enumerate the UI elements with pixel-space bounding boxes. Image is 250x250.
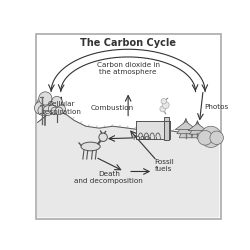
FancyBboxPatch shape — [36, 34, 220, 219]
Text: The Carbon Cycle: The Carbon Cycle — [80, 38, 176, 48]
Circle shape — [51, 107, 59, 115]
Polygon shape — [175, 122, 197, 130]
Circle shape — [48, 104, 59, 114]
Circle shape — [43, 102, 56, 114]
Bar — [164, 116, 168, 140]
Circle shape — [52, 96, 62, 107]
Text: Fossil
fuels: Fossil fuels — [154, 159, 174, 172]
Polygon shape — [38, 111, 218, 217]
Text: Death
and decomposition: Death and decomposition — [74, 170, 143, 184]
Circle shape — [99, 133, 107, 141]
Circle shape — [210, 131, 224, 144]
Polygon shape — [188, 123, 207, 130]
Text: Photos: Photos — [204, 104, 229, 110]
Circle shape — [160, 106, 166, 112]
Bar — [136, 122, 170, 139]
Circle shape — [39, 92, 52, 105]
Text: Cellular
respiration: Cellular respiration — [42, 101, 81, 115]
Circle shape — [38, 106, 48, 116]
Text: Food: Food — [132, 135, 149, 141]
Circle shape — [161, 98, 166, 104]
Circle shape — [34, 102, 48, 114]
Polygon shape — [179, 118, 192, 138]
Circle shape — [50, 100, 64, 113]
Polygon shape — [192, 120, 203, 138]
Circle shape — [43, 106, 53, 116]
Polygon shape — [190, 122, 205, 134]
Text: Combustion: Combustion — [90, 105, 133, 111]
Circle shape — [198, 130, 212, 145]
Circle shape — [200, 126, 222, 148]
Polygon shape — [177, 120, 195, 134]
Circle shape — [37, 96, 54, 113]
Text: Carbon dioxide in
the atmosphere: Carbon dioxide in the atmosphere — [96, 62, 160, 75]
Circle shape — [55, 107, 63, 115]
Circle shape — [162, 102, 169, 108]
Ellipse shape — [81, 142, 100, 151]
Circle shape — [55, 104, 66, 114]
